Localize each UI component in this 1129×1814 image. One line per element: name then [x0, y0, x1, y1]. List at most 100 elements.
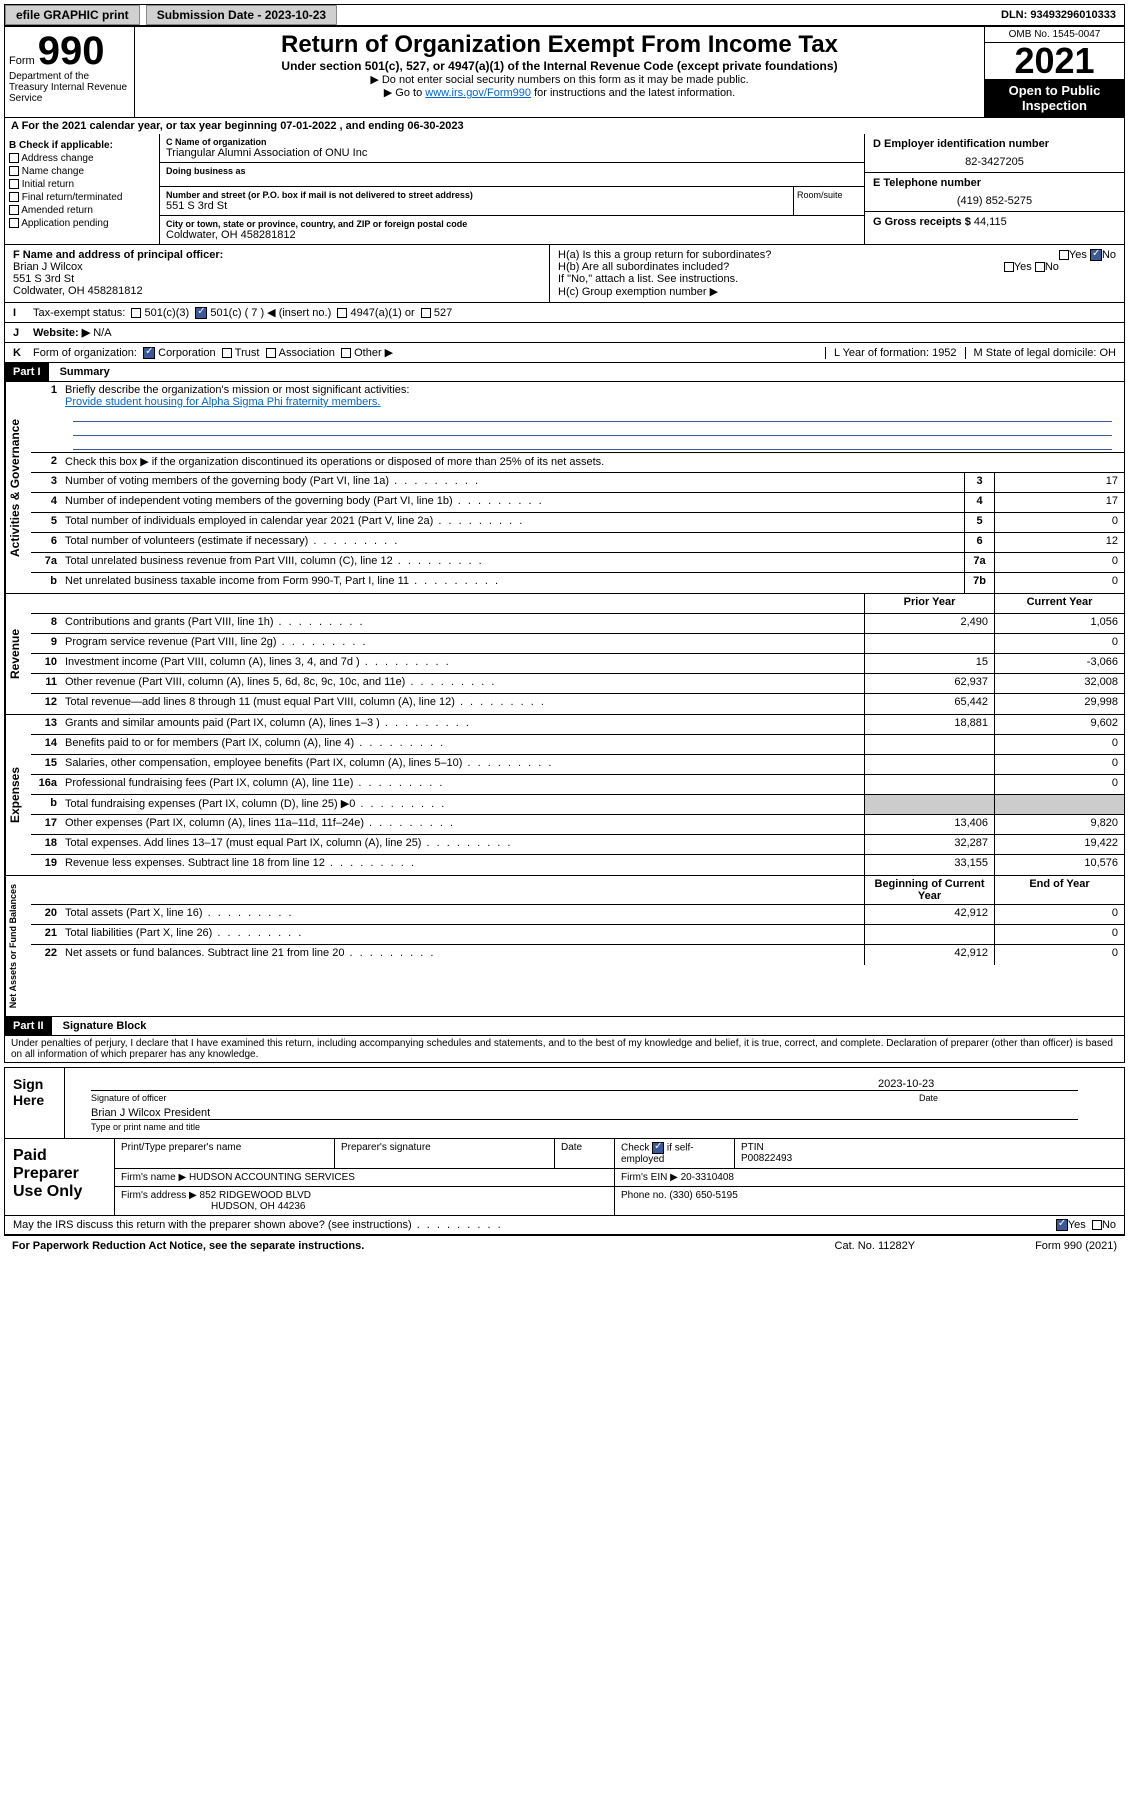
hdr-end: End of Year: [994, 876, 1124, 904]
ptin-label: PTIN: [741, 1142, 764, 1153]
checkbox-amended[interactable]: [9, 205, 19, 215]
open-public-badge: Open to Public Inspection: [985, 79, 1124, 117]
summary-row-val: 17: [994, 473, 1124, 492]
checkbox-application-pending[interactable]: [9, 218, 19, 228]
efile-button[interactable]: efile GRAPHIC print: [5, 5, 140, 25]
checkbox-final-return[interactable]: [9, 192, 19, 202]
addr-label: Number and street (or P.O. box if mail i…: [166, 190, 787, 200]
discuss-text: May the IRS discuss this return with the…: [13, 1219, 503, 1231]
current-year-val: 9,602: [994, 715, 1124, 734]
current-year-val: 0: [994, 775, 1124, 794]
line-i-label: I: [13, 307, 33, 319]
summary-row-desc: Salaries, other compensation, employee b…: [61, 755, 864, 774]
gross-value: 44,115: [974, 216, 1007, 228]
irs-link[interactable]: www.irs.gov/Form990: [425, 87, 531, 99]
form-note2: ▶ Go to www.irs.gov/Form990 for instruct…: [139, 86, 980, 99]
current-year-val: 1,056: [994, 614, 1124, 633]
dln-text: DLN: 93493296010333: [993, 7, 1124, 23]
summary-row-desc: Professional fundraising fees (Part IX, …: [61, 775, 864, 794]
officer-addr2: Coldwater, OH 458281812: [13, 285, 541, 297]
prior-year-val: 65,442: [864, 694, 994, 714]
current-year-val: 9,820: [994, 815, 1124, 834]
phone-label: E Telephone number: [873, 177, 1116, 189]
summary-row-box: 3: [964, 473, 994, 492]
summary-row-box: 5: [964, 513, 994, 532]
current-year-val: -3,066: [994, 654, 1124, 673]
line-i-text: Tax-exempt status:: [33, 307, 125, 319]
checkbox-ha-yes[interactable]: [1059, 250, 1069, 260]
col-b-checkboxes: B Check if applicable: Address change Na…: [5, 134, 160, 244]
checkbox-hb-no[interactable]: [1035, 262, 1045, 272]
checkbox-initial-return[interactable]: [9, 179, 19, 189]
checkbox-address-change[interactable]: [9, 153, 19, 163]
current-year-val: [994, 795, 1124, 814]
q2-text: Check this box ▶ if the organization dis…: [61, 453, 1124, 472]
summary-row-desc: Total fundraising expenses (Part IX, col…: [61, 795, 864, 814]
checkbox-501c3[interactable]: [131, 308, 141, 318]
form-header: Form 990 Department of the Treasury Inte…: [4, 26, 1125, 118]
checkbox-name-change[interactable]: [9, 166, 19, 176]
state-domicile: M State of legal domicile: OH: [965, 347, 1116, 359]
summary-row-box: 6: [964, 533, 994, 552]
current-year-val: 0: [994, 735, 1124, 754]
hdr-prior: Prior Year: [864, 594, 994, 613]
summary-row-desc: Total expenses. Add lines 13–17 (must eq…: [61, 835, 864, 854]
org-name: Triangular Alumni Association of ONU Inc: [166, 147, 858, 159]
checkbox-other[interactable]: [341, 348, 351, 358]
prep-date-hdr: Date: [555, 1139, 615, 1168]
hb-note: If "No," attach a list. See instructions…: [558, 273, 1116, 285]
form-number: 990: [38, 29, 105, 73]
prior-year-val: 2,490: [864, 614, 994, 633]
form-subtitle: Under section 501(c), 527, or 4947(a)(1)…: [139, 59, 980, 73]
checkbox-hb-yes[interactable]: [1004, 262, 1014, 272]
cat-number: Cat. No. 11282Y: [835, 1240, 916, 1252]
officer-printed-name: Brian J Wilcox President: [91, 1107, 1078, 1119]
prior-year-val: 42,912: [864, 945, 994, 965]
paperwork-notice: For Paperwork Reduction Act Notice, see …: [12, 1240, 835, 1252]
summary-row-desc: Net assets or fund balances. Subtract li…: [61, 945, 864, 965]
checkbox-corporation[interactable]: [143, 347, 155, 359]
prior-year-val: [864, 775, 994, 794]
hdr-beginning: Beginning of Current Year: [864, 876, 994, 904]
checkbox-501c[interactable]: [195, 307, 207, 319]
current-year-val: 29,998: [994, 694, 1124, 714]
checkbox-discuss-yes[interactable]: [1056, 1219, 1068, 1231]
checkbox-trust[interactable]: [222, 348, 232, 358]
submission-button[interactable]: Submission Date - 2023-10-23: [146, 5, 337, 25]
gross-label: G Gross receipts $: [873, 216, 971, 228]
prep-sig-hdr: Preparer's signature: [335, 1139, 555, 1168]
checkbox-self-employed[interactable]: [652, 1142, 664, 1154]
checkbox-527[interactable]: [421, 308, 431, 318]
paid-preparer-label: Paid Preparer Use Only: [5, 1139, 115, 1215]
line-j-label: J: [13, 327, 33, 339]
summary-row-desc: Total unrelated business revenue from Pa…: [61, 553, 964, 572]
checkbox-ha-no[interactable]: [1090, 249, 1102, 261]
summary-row-desc: Investment income (Part VIII, column (A)…: [61, 654, 864, 673]
sig-date-value: 2023-10-23: [878, 1078, 1078, 1090]
summary-row-val: 0: [994, 573, 1124, 593]
checkbox-association[interactable]: [266, 348, 276, 358]
hdr-current: Current Year: [994, 594, 1124, 613]
website-value: N/A: [93, 327, 111, 339]
type-name-label: Type or print name and title: [71, 1122, 1118, 1132]
checkbox-discuss-no[interactable]: [1092, 1220, 1102, 1230]
prior-year-val: 18,881: [864, 715, 994, 734]
checkbox-4947[interactable]: [337, 308, 347, 318]
prior-year-val: [864, 634, 994, 653]
current-year-val: 0: [994, 634, 1124, 653]
summary-row-val: 12: [994, 533, 1124, 552]
summary-row-desc: Total liabilities (Part X, line 26): [61, 925, 864, 944]
room-suite-label: Room/suite: [794, 187, 864, 215]
tax-year: 2021: [985, 43, 1124, 79]
mission-text: Provide student housing for Alpha Sigma …: [65, 396, 381, 408]
firm-phone: (330) 650-5195: [669, 1190, 737, 1201]
summary-row-val: 0: [994, 513, 1124, 532]
summary-row-desc: Total assets (Part X, line 16): [61, 905, 864, 924]
city-label: City or town, state or province, country…: [166, 219, 858, 229]
form-note1: ▶ Do not enter social security numbers o…: [139, 73, 980, 86]
line-k-label: K: [13, 347, 33, 359]
hb-text: H(b) Are all subordinates included?: [558, 261, 729, 273]
line-k-text: Form of organization:: [33, 347, 137, 359]
current-year-val: 10,576: [994, 855, 1124, 875]
part2-header: Part II: [5, 1017, 52, 1035]
